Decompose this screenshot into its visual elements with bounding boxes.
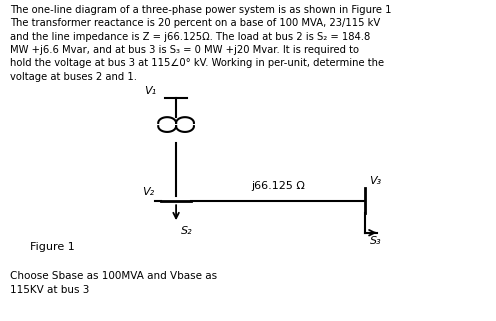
Text: V₁: V₁ (144, 86, 156, 96)
Text: S₃: S₃ (370, 236, 381, 246)
Text: j66.125 Ω: j66.125 Ω (251, 181, 305, 191)
Text: V₂: V₂ (142, 187, 154, 197)
Text: The one-line diagram of a three-phase power system is as shown in Figure 1
The t: The one-line diagram of a three-phase po… (10, 5, 391, 82)
Text: Choose Sbase as 100MVA and Vbase as
115KV at bus 3: Choose Sbase as 100MVA and Vbase as 115K… (10, 271, 217, 295)
Text: V₃: V₃ (370, 176, 381, 186)
Text: S₂: S₂ (181, 226, 192, 236)
Text: Figure 1: Figure 1 (30, 242, 74, 252)
